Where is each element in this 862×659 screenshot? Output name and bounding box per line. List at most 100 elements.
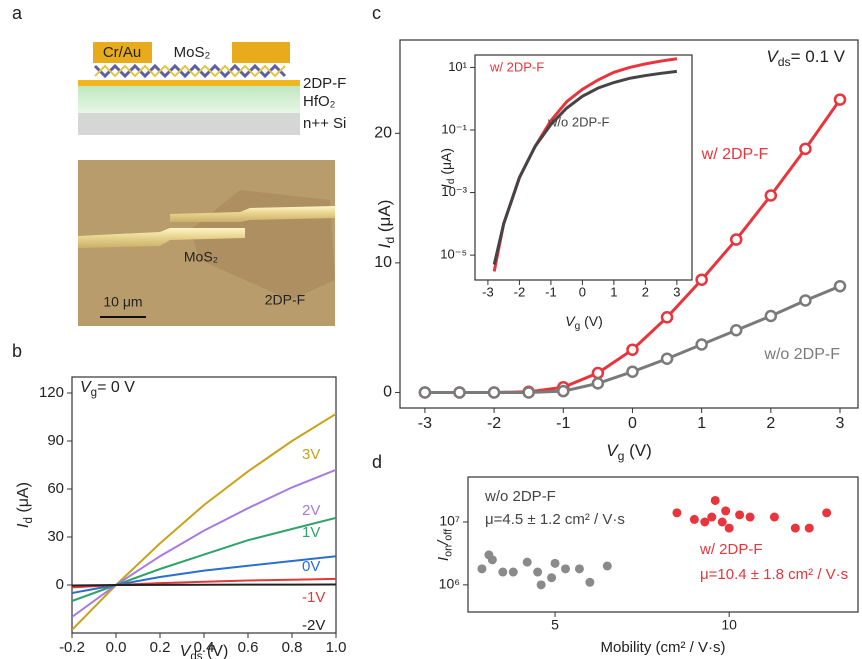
- series-label: -2V: [302, 617, 325, 634]
- series-group: [418, 93, 847, 399]
- point: [536, 580, 546, 590]
- point: [602, 561, 612, 571]
- x-tick-label: 2: [642, 284, 649, 299]
- marker: [522, 386, 535, 399]
- series-label: w/ 2DP-F: [489, 59, 544, 74]
- x-tick-label: 0.4: [194, 639, 215, 656]
- y-tick-label: 10⁻³: [441, 184, 467, 199]
- x-tick-label: 5: [551, 617, 559, 633]
- marker: [591, 377, 605, 390]
- series-label: 2V: [302, 502, 320, 519]
- annotation-part: V: [80, 379, 92, 396]
- marker: [660, 311, 674, 324]
- y-axis-label-part: d: [383, 237, 397, 244]
- series-label: 1V: [302, 524, 320, 541]
- marker: [729, 233, 743, 246]
- electrode-label: Cr/Au: [103, 44, 141, 61]
- point: [804, 523, 814, 533]
- x-axis-label-part: Mobility (cm² / V·s): [601, 639, 726, 656]
- marker: [557, 384, 570, 398]
- annotation: μ=10.4 ± 1.8 cm² / V·s: [700, 566, 848, 583]
- series-group: [477, 495, 832, 590]
- x-axis-label-part: (V): [203, 643, 229, 659]
- series-label: w/o 2DP-F: [547, 114, 609, 129]
- point: [561, 564, 570, 574]
- marker: [764, 189, 778, 202]
- y-axis-label-part: off: [442, 528, 454, 541]
- annotation-part: ds: [778, 55, 791, 69]
- point: [487, 555, 497, 565]
- y-tick-label: 90: [47, 432, 64, 449]
- annotation: μ=4.5 ± 1.2 cm² / V·s: [485, 511, 625, 528]
- panel-label: a: [12, 3, 23, 23]
- marker: [833, 279, 847, 293]
- point: [710, 495, 720, 505]
- y-axis-label-part: (μA): [15, 482, 32, 517]
- annotation: Vg= 0 V: [80, 379, 135, 399]
- point: [745, 512, 755, 522]
- x-tick-label: 0.2: [150, 639, 171, 656]
- y-axis-label-part: d: [23, 517, 35, 523]
- point: [508, 567, 518, 577]
- point: [790, 523, 800, 533]
- x-axis-label-part: (V): [580, 313, 603, 329]
- annotation: Vds= 0.1 V: [766, 47, 845, 69]
- x-axis-label: Vds (V): [180, 643, 229, 659]
- device-schematic: Cr/Au MoS₂ 2DP-F HfO₂ n++ Si: [78, 42, 346, 135]
- x-tick-label: -1: [556, 415, 570, 432]
- y-axis-label: Id (μA): [15, 482, 35, 528]
- layer-label: n++ Si: [303, 115, 346, 132]
- annotation-part: V: [766, 47, 779, 66]
- point: [533, 567, 543, 577]
- panel-label: d: [372, 452, 382, 472]
- marker: [833, 93, 847, 106]
- series-label: w/o 2DP-F: [763, 346, 840, 363]
- point: [522, 557, 532, 567]
- x-axis-label-part: ds: [190, 651, 202, 659]
- marker: [660, 352, 674, 366]
- point: [769, 512, 779, 522]
- series-label: -1V: [302, 589, 325, 606]
- image-label: MoS₂: [184, 249, 218, 265]
- x-axis-label: Mobility (cm² / V·s): [601, 639, 726, 656]
- y-axis-label: Id (μA): [375, 200, 397, 249]
- marker: [729, 324, 743, 337]
- point: [574, 564, 584, 574]
- panel-label: c: [372, 3, 381, 23]
- series-group: [492, 57, 678, 272]
- x-tick-label: 0.6: [238, 639, 259, 656]
- point: [700, 517, 710, 527]
- y-axis-label-part: on: [442, 545, 454, 557]
- y-tick-label: 10⁷: [439, 513, 460, 529]
- y-tick-label: 10¹: [448, 59, 467, 74]
- marker: [626, 343, 639, 356]
- x-tick-label: 3: [836, 415, 845, 432]
- x-axis-label-part: V: [606, 441, 619, 460]
- y-axis-label-part: I: [435, 557, 452, 561]
- y-tick-label: 20: [374, 125, 392, 142]
- layer-label: 2DP-F: [303, 75, 346, 92]
- y-tick-label: 120: [39, 384, 64, 401]
- x-tick-label: 0.8: [282, 639, 303, 656]
- scale-bar-label: 10 μm: [103, 294, 142, 310]
- x-tick-label: 3: [673, 284, 680, 299]
- image-label: 2DP-F: [265, 292, 305, 308]
- x-axis-label-part: g: [618, 449, 625, 463]
- micrograph: MoS₂ 2DP-F 10 μm: [78, 160, 335, 326]
- y-tick-label: 10⁶: [439, 576, 460, 592]
- annotation-part: = 0 V: [97, 379, 135, 396]
- point: [498, 567, 508, 577]
- marker: [695, 273, 708, 286]
- x-tick-label: 0.0: [106, 639, 127, 656]
- series-group: [72, 412, 336, 631]
- x-tick-label: -2: [487, 415, 501, 432]
- y-tick-label: 0: [383, 384, 392, 401]
- marker: [799, 294, 812, 307]
- point: [477, 564, 487, 574]
- marker: [591, 366, 605, 380]
- x-axis-label: Vg (V): [606, 441, 652, 463]
- point: [689, 514, 699, 524]
- x-tick-label: -3: [418, 415, 432, 432]
- annotation-part: μ=4.5 ± 1.2 cm² / V·s: [485, 511, 625, 528]
